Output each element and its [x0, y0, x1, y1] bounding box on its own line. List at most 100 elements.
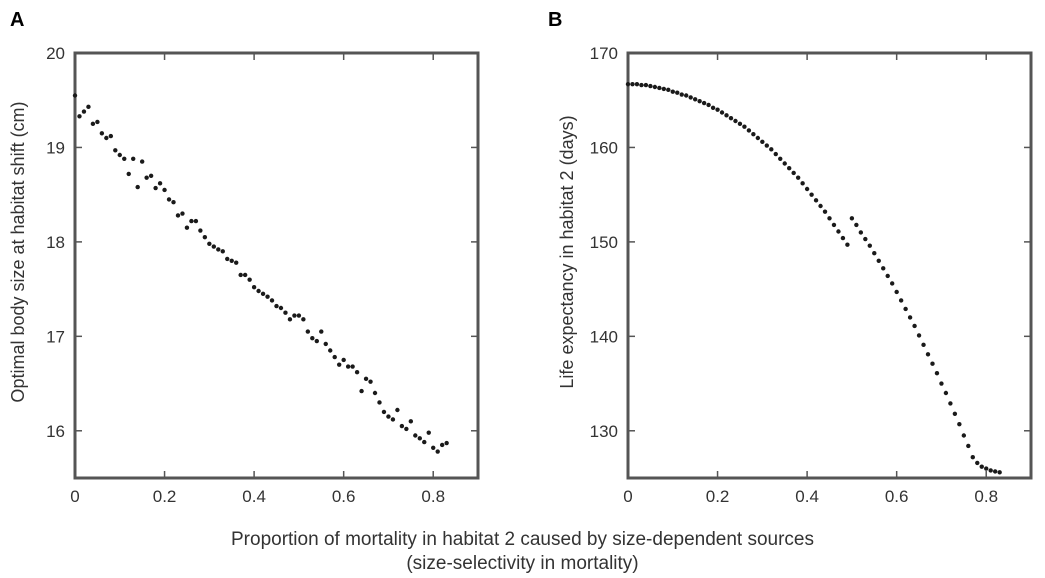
panel-a-data-point [104, 135, 109, 141]
panel-a-data-point [131, 156, 136, 161]
panel-a-data-point [301, 317, 306, 322]
panel-b-data-point [961, 433, 967, 438]
panel-a-points [72, 93, 449, 454]
shared-x-axis-label-line-1: Proportion of mortality in habitat 2 cau… [231, 529, 814, 550]
panel-b-data-point [769, 147, 774, 152]
panel-a-data-point [171, 200, 176, 205]
panel-a-data-point [242, 272, 248, 278]
panel-a-y-axis-label: Optimal body size at habitat shift (cm) [8, 101, 28, 402]
panel-a-data-point [144, 175, 149, 180]
panel-b-data-point [979, 464, 984, 469]
panel-a-data-point [207, 241, 212, 246]
panel-b-data-point [643, 82, 649, 88]
panel-b-data-point [684, 93, 689, 98]
panel-a-data-point [216, 247, 221, 252]
panel-b-data-point [925, 352, 931, 357]
panel-b-data-point [813, 198, 819, 203]
panel-b-data-point [845, 242, 850, 247]
panel-a-y-tick-label: 20 [46, 44, 65, 63]
panel-b-data-point [836, 229, 841, 234]
panel-a-data-point [260, 291, 266, 297]
panel-a-data-point [390, 417, 396, 422]
panel-a-data-point [117, 152, 122, 158]
panel-a-data-point [81, 109, 87, 114]
panel-b-data-point [751, 132, 756, 137]
panel-b-data-point [939, 381, 944, 386]
panel-a-data-point [198, 228, 203, 233]
panel-a-data-point [247, 277, 252, 282]
panel-a-data-point [274, 303, 279, 309]
panel-a-data-point [251, 285, 257, 290]
panel-b-data-point [648, 83, 653, 89]
panel-b-data-point [930, 361, 935, 366]
panel-a-data-point [225, 256, 230, 262]
panel-a-data-point [350, 364, 355, 369]
panel-b-y-tick-label: 150 [590, 233, 618, 252]
panel-b-x-tick-label: 0.8 [974, 487, 998, 506]
panel-b-data-point [948, 401, 953, 406]
panel-a-data-point [435, 449, 440, 454]
panel-a-data-point [113, 148, 118, 153]
panel-b-data-point [675, 90, 680, 95]
panel-a-data-point [444, 440, 449, 446]
panel-a-plot-frame [73, 51, 480, 480]
panel-b-data-point [894, 289, 899, 295]
panel-a-data-point [328, 348, 333, 353]
panel-a-data-point [296, 313, 302, 318]
panel-a-data-point [310, 336, 315, 341]
panel-a-data-point [193, 218, 199, 224]
panel-a-data-point [211, 244, 217, 249]
panel-b-data-point [867, 243, 872, 248]
panel-b-data-point [692, 97, 698, 102]
panel-b-data-point [827, 216, 832, 221]
panel-a-data-point [287, 317, 293, 322]
panel-b-data-point [809, 192, 814, 197]
panel-b-data-point [773, 151, 778, 157]
panel-b-data-point [975, 460, 980, 466]
panel-a-data-point [166, 197, 172, 202]
panel-a-data-point [157, 181, 163, 186]
panel-a-data-point [368, 379, 373, 384]
panel-b-data-point [697, 98, 702, 104]
panel-b-points [625, 81, 1002, 475]
panel-a-data-point [381, 409, 387, 415]
panel-b-data-point [863, 236, 868, 242]
panel-b-x-tick-label: 0.6 [885, 487, 909, 506]
panel-b-data-point [715, 107, 720, 112]
panel-b-data-point [872, 251, 877, 256]
panel-b-data-point [970, 455, 975, 460]
panel-b-data-point [943, 390, 949, 396]
panel-b-y-tick-label: 140 [590, 327, 618, 346]
panel-a-data-point [404, 426, 409, 432]
panel-a-data-point [72, 93, 78, 98]
panel-a-data-point [95, 119, 100, 125]
panel-b-data-point [800, 181, 805, 186]
panel-a-data-point [377, 400, 382, 405]
panel-b-data-point [907, 315, 913, 320]
panel-b-data-point [724, 113, 729, 118]
panel-a-data-point [256, 288, 261, 294]
panel-b-data-point [822, 209, 828, 214]
panel-b-data-point [625, 81, 631, 87]
panel-a-data-point [386, 414, 391, 419]
panel-a-data-point [292, 313, 297, 318]
panel-b-data-point [787, 166, 792, 171]
panel-b-data-point [858, 230, 864, 235]
panel-b-data-point [898, 298, 904, 303]
panel-a-data-point [238, 272, 243, 278]
panel-b-x-tick-label: 0.4 [795, 487, 819, 506]
panel-b-data-point [760, 139, 765, 144]
panel-b-ticks: 0 0.2 0.4 0.6 0.8 130 140 150 160 170 [590, 44, 1031, 506]
panel-a-x-tick-label: 0.8 [421, 487, 445, 506]
panel-a-data-point [323, 341, 328, 347]
panel-b-data-point [849, 216, 855, 221]
panel-b-data-point [670, 89, 675, 94]
panel-a-x-tick-label: 0 [70, 487, 79, 506]
panel-b-data-point [881, 266, 886, 271]
panel-a-data-point [314, 338, 319, 344]
panel-b-data-point [840, 235, 846, 241]
panel-a-data-point [175, 213, 181, 218]
panel-b-y-axis-label: Life expectancy in habitat 2 (days) [557, 115, 577, 388]
panel-b-x-tick-label: 0 [623, 487, 632, 506]
